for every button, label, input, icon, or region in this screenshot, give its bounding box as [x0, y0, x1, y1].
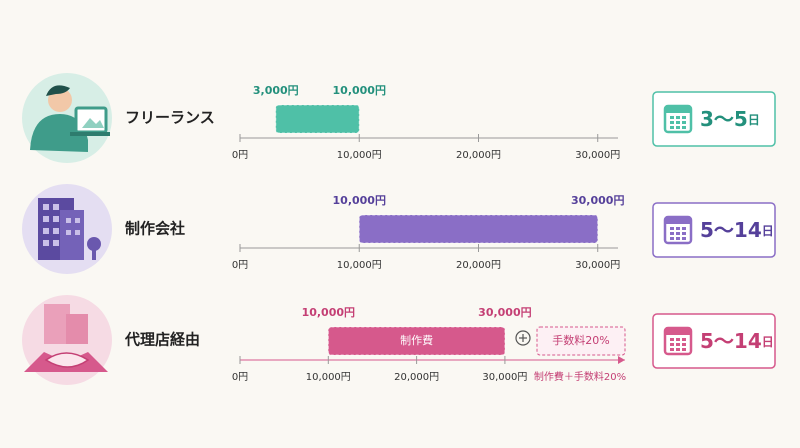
calendar-cell	[682, 126, 686, 129]
calendar-cell	[670, 121, 674, 124]
category-label: フリーランス	[125, 109, 215, 127]
calendar-cell	[676, 232, 680, 235]
duration-unit: 日	[762, 224, 774, 238]
calendar-head	[665, 328, 691, 335]
x-tick-label: 30,000円	[575, 260, 620, 271]
calendar-cell	[682, 121, 686, 124]
duration-value: 5～14	[700, 329, 762, 353]
calendar-cell	[676, 237, 680, 240]
calendar-cell	[670, 338, 674, 341]
x-tick-label: 0円	[232, 372, 248, 383]
calendar-cell	[670, 232, 674, 235]
calendar-cell	[676, 338, 680, 341]
calendar-cell	[676, 227, 680, 230]
calendar-cell	[682, 227, 686, 230]
x-tick-label: 20,000円	[394, 372, 439, 383]
axis-note: 制作費＋手数料20%	[534, 370, 626, 383]
freelancer-icon	[22, 73, 112, 163]
duration-value: 3～5	[700, 107, 748, 131]
duration-value: 5～14	[700, 218, 762, 242]
x-tick-label: 30,000円	[575, 150, 620, 161]
calendar-cell	[682, 237, 686, 240]
x-tick-label: 10,000円	[337, 150, 382, 161]
value-label: 3,000円	[253, 84, 299, 97]
x-tick-label: 20,000円	[456, 260, 501, 271]
fee-label: 手数料20%	[552, 333, 609, 347]
x-tick-label: 10,000円	[337, 260, 382, 271]
plus-icon	[515, 330, 531, 346]
value-label: 10,000円	[333, 84, 386, 97]
value-label: 30,000円	[478, 306, 531, 319]
category-label: 代理店経由	[124, 331, 200, 349]
calendar-cell	[676, 348, 680, 351]
calendar-cell	[682, 232, 686, 235]
calendar-cell	[670, 227, 674, 230]
calendar-cell	[670, 348, 674, 351]
calendar-cell	[676, 343, 680, 346]
x-tick-label: 30,000円	[482, 372, 527, 383]
duration-label: 5～14日	[700, 329, 774, 353]
range-bar	[358, 214, 599, 244]
duration-label: 5～14日	[700, 218, 774, 242]
value-label: 30,000円	[571, 194, 624, 207]
value-label: 10,000円	[302, 306, 355, 319]
calendar-cell	[676, 126, 680, 129]
range-bar	[275, 104, 360, 134]
category-label: 制作会社	[125, 220, 185, 238]
calendar-cell	[670, 343, 674, 346]
axis-arrow	[618, 356, 625, 364]
x-tick-label: 0円	[232, 150, 248, 161]
duration-unit: 日	[748, 113, 760, 127]
calendar-cell	[670, 116, 674, 119]
bar-label: 制作費	[400, 333, 433, 347]
calendar-cell	[676, 121, 680, 124]
calendar-cell	[670, 126, 674, 129]
x-tick-label: 10,000円	[306, 372, 351, 383]
x-tick-label: 20,000円	[456, 150, 501, 161]
calendar-cell	[682, 348, 686, 351]
calendar-head	[665, 217, 691, 224]
fee-box	[536, 326, 626, 356]
calendar-cell	[682, 343, 686, 346]
value-label: 10,000円	[333, 194, 386, 207]
x-tick-label: 0円	[232, 260, 248, 271]
company-icon	[22, 184, 112, 274]
duration-unit: 日	[762, 335, 774, 349]
calendar-cell	[676, 116, 680, 119]
calendar-cell	[670, 237, 674, 240]
calendar-head	[665, 106, 691, 113]
calendar-cell	[682, 116, 686, 119]
calendar-cell	[682, 338, 686, 341]
duration-label: 3～5日	[700, 107, 760, 131]
range-bar	[327, 326, 506, 356]
agency-icon	[22, 295, 112, 385]
